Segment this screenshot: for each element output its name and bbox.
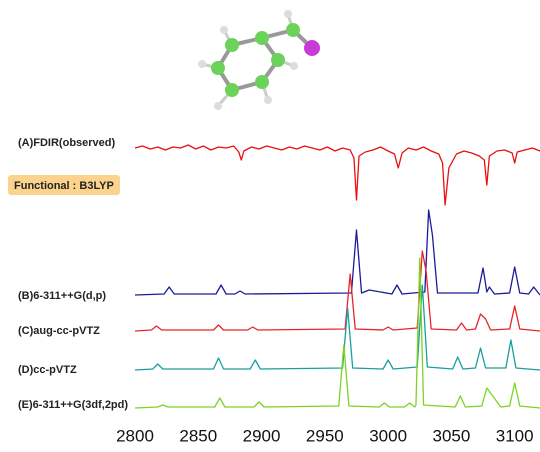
- series-label: (C)aug-cc-pVTZ: [18, 325, 100, 337]
- x-tick-label: 2850: [179, 426, 217, 445]
- chart: Functional : B3LYP 2800 2850 2900 2950 3000 3…: [0, 0, 540, 452]
- x-tick-label: 3100: [496, 426, 534, 445]
- annotation: Functional : B3LYP: [14, 180, 114, 192]
- spectrum-line: [135, 285, 540, 370]
- x-tick-label: 2900: [243, 426, 281, 445]
- x-tick-label: 2800: [116, 426, 154, 445]
- series-label: (E)6-311++G(3df,2pd): [18, 399, 128, 411]
- x-tick-label: 3000: [369, 426, 407, 445]
- molecule: [198, 10, 320, 110]
- series-label: (D)cc-pVTZ: [18, 364, 77, 376]
- spectrum-line: [135, 210, 540, 295]
- x-tick-label: 2950: [306, 426, 344, 445]
- series-label: (B)6-311++G(d,p): [18, 290, 106, 302]
- spectrum-line: [135, 258, 540, 408]
- x-tick-label: 3050: [432, 426, 470, 445]
- spectrum-line: [135, 251, 540, 331]
- series-label: (A)FDIR(observed): [18, 137, 116, 149]
- spectrum-line: [135, 145, 540, 205]
